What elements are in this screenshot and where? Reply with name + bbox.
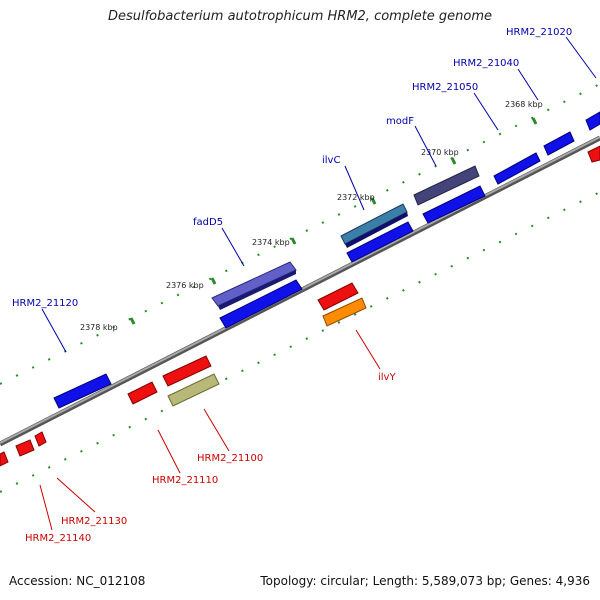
label-ilvC: ilvC <box>322 155 340 166</box>
gene-modF-partner <box>422 185 486 224</box>
inner-tick-track <box>0 191 600 493</box>
tick-labels: 2368 kbp 2370 kbp 2372 kbp 2374 kbp 2376… <box>80 100 543 332</box>
forward-leader-lines <box>41 36 597 353</box>
gene-HRM2_21100 <box>162 355 212 387</box>
gene-HRM2_21050 <box>493 152 541 185</box>
label-HRM2_21120: HRM2_21120 <box>12 298 78 309</box>
label-HRM2_21050: HRM2_21050 <box>412 82 478 93</box>
gene-HRM2_21020 <box>585 111 600 131</box>
gene-HRM2_21120 <box>53 373 112 409</box>
label-fadD5: fadD5 <box>193 217 223 228</box>
tick-label-2368: 2368 kbp <box>505 100 543 109</box>
label-ilvY: ilvY <box>378 372 396 383</box>
outer-tick-track <box>0 83 600 385</box>
gene-edge-right <box>587 145 600 163</box>
forward-gene-labels: HRM2_21020 HRM2_21040 HRM2_21050 modF il… <box>12 27 572 309</box>
tick-label-2376: 2376 kbp <box>166 281 204 290</box>
gene-ilvY <box>322 297 367 327</box>
topology-text: Topology: circular; Length: 5,589,073 bp… <box>260 574 590 588</box>
gene-HRM2_21100-partner <box>167 373 220 407</box>
gene-ilvC-partner <box>346 221 414 263</box>
forward-genes <box>53 111 600 409</box>
gene-fadD5-partner <box>219 279 303 329</box>
gene-ilvY-partner <box>317 282 359 311</box>
label-HRM2_21110: HRM2_21110 <box>152 475 218 486</box>
reverse-genes <box>0 145 600 467</box>
label-HRM2_21130: HRM2_21130 <box>61 516 127 527</box>
accession-text: Accession: NC_012108 <box>9 574 146 588</box>
label-HRM2_21040: HRM2_21040 <box>453 58 519 69</box>
map-title: Desulfobacterium autotrophicum HRM2, com… <box>107 9 493 24</box>
gene-HRM2_21040 <box>543 131 575 156</box>
label-HRM2_21020: HRM2_21020 <box>506 27 572 38</box>
label-HRM2_21100: HRM2_21100 <box>197 453 263 464</box>
tick-label-2370: 2370 kbp <box>421 148 459 157</box>
label-modF: modF <box>386 116 414 127</box>
gene-HRM2_21140 <box>34 431 47 447</box>
reverse-leader-lines <box>39 329 381 531</box>
major-ticks <box>129 117 538 325</box>
gene-HRM2_21110 <box>127 381 158 405</box>
gene-modF <box>413 165 480 206</box>
label-HRM2_21140: HRM2_21140 <box>25 533 91 544</box>
gene-edge-left <box>0 451 9 467</box>
reverse-gene-labels: ilvY HRM2_21100 HRM2_21110 HRM2_21130 HR… <box>25 372 396 544</box>
tick-label-2378: 2378 kbp <box>80 323 118 332</box>
gene-HRM2_21130 <box>15 439 35 457</box>
tick-label-2374: 2374 kbp <box>252 238 290 247</box>
tick-label-2372: 2372 kbp <box>337 193 375 202</box>
